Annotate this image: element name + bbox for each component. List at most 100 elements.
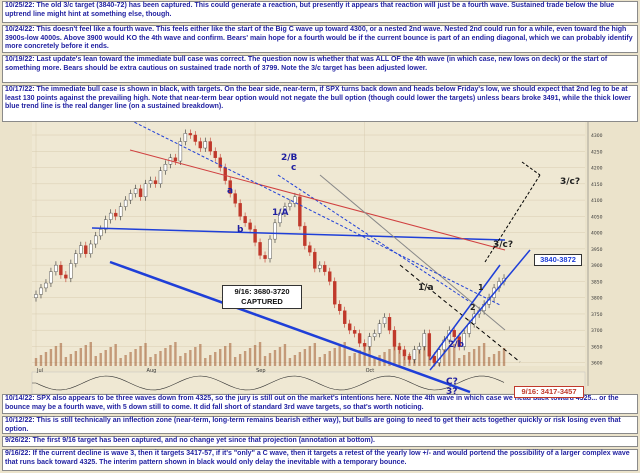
volume-bar [298, 352, 302, 366]
wave-label: 3? [446, 387, 457, 397]
candle-body [123, 199, 128, 207]
candle-body [288, 203, 292, 207]
volume-bar [278, 347, 282, 366]
blue-uptrend-line-2 [429, 264, 501, 361]
volume-bar [443, 350, 446, 366]
volume-bar [84, 345, 87, 366]
candle-body [293, 196, 297, 204]
candle-body [417, 346, 422, 350]
volume-bar [472, 349, 476, 366]
candle-body [238, 203, 242, 217]
volume-bar [487, 357, 491, 366]
volume-bar [39, 355, 43, 366]
wave-label: b [237, 225, 244, 235]
y-tick-label: 4200 [591, 166, 603, 172]
volume-bar [348, 356, 351, 366]
volume-bar [209, 355, 212, 366]
volume-bar [253, 345, 257, 366]
volume-bar [144, 343, 147, 366]
volume-bar [497, 351, 501, 366]
oscillator-line [32, 375, 505, 391]
candle-body [89, 243, 93, 254]
candle-body [303, 225, 307, 246]
volume-bar [353, 353, 356, 366]
candle-body [188, 133, 193, 136]
note-9-26: 9/26/22: The first 9/16 target has been … [2, 436, 638, 447]
candle-body [94, 235, 98, 245]
volume-bars [34, 342, 506, 366]
candle-body [228, 180, 232, 194]
volume-bar [418, 348, 421, 366]
note-text: 9/26/22: The first 9/16 target has been … [5, 437, 375, 444]
volume-bar [303, 349, 307, 366]
candle-body [64, 274, 68, 279]
candle-body [118, 206, 123, 217]
volume-bar [238, 354, 242, 366]
y-tick-label: 3600 [591, 361, 603, 367]
candle-body [173, 157, 178, 162]
candle-body [158, 170, 163, 185]
volume-bar [313, 343, 317, 366]
volume-bar [64, 357, 68, 366]
candle-body [34, 294, 38, 298]
candle-body [59, 264, 63, 276]
wave-labels: 2/B c a 1/A b 3/c? 3/c? 1/a 2/b C? 3? 1 … [227, 153, 580, 397]
blue-uptrend-line [429, 249, 531, 371]
volume-bar [458, 358, 461, 366]
candle-body [104, 219, 108, 230]
volume-bar [283, 344, 287, 366]
volume-bar [149, 357, 152, 366]
candle-body [44, 282, 48, 289]
volume-bar [199, 344, 202, 366]
note-text: 10/14/22: SPX also appears to be three w… [5, 395, 619, 411]
wave-label: 2/B [281, 153, 298, 163]
candle-body [357, 333, 362, 344]
volume-bar [288, 358, 292, 366]
candle-body [113, 212, 118, 217]
candle-body [163, 164, 168, 172]
y-tick-label: 3700 [591, 328, 603, 334]
wave-label: a [227, 186, 233, 196]
volume-bar [393, 346, 396, 366]
volume-bar [174, 342, 177, 366]
candle-body [333, 281, 337, 305]
volume-bar [248, 348, 252, 366]
volume-bar [99, 353, 102, 366]
y-tick-label: 3900 [591, 263, 603, 269]
candle-body [362, 343, 367, 347]
candle-body [84, 245, 88, 254]
note-10-24: 10/24/22: This doesn't feel like a fourt… [2, 25, 638, 53]
volume-bar [308, 346, 312, 366]
oscillator-panel [31, 371, 586, 395]
candle-body [133, 188, 138, 194]
volume-bar [89, 342, 92, 366]
candle-body [273, 222, 277, 240]
volume-bar [453, 344, 456, 366]
candle-body [347, 323, 352, 331]
volume-bar [333, 348, 336, 366]
candle-body [367, 336, 372, 347]
candle-body [153, 180, 158, 185]
volume-bar [119, 358, 122, 366]
volume-bar [363, 347, 366, 366]
y-tick-label: 4300 [591, 133, 603, 139]
volume-bar [398, 343, 401, 366]
candle-body [298, 196, 302, 227]
volume-bar [243, 351, 247, 366]
volume-bar [388, 349, 391, 366]
note-text: 10/17/22: The immediate bull case is sho… [5, 86, 631, 111]
volume-bar [169, 345, 172, 366]
wave-label: c [291, 163, 296, 173]
note-text: 10/25/22: The old 3/c target (3840-72) h… [5, 2, 615, 18]
note-10-14: 10/14/22: SPX also appears to be three w… [2, 394, 638, 414]
black-path-up [484, 174, 541, 263]
candle-body [313, 251, 317, 269]
candle-body [79, 245, 83, 254]
candle-body [318, 264, 322, 269]
note-10-25: 10/25/22: The old 3/c target (3840-72) h… [2, 1, 638, 23]
candle-body [377, 323, 382, 334]
volume-bar [258, 342, 262, 366]
y-tick-label: 3950 [591, 247, 603, 253]
candle-body [397, 346, 402, 350]
volume-bar [204, 358, 207, 366]
